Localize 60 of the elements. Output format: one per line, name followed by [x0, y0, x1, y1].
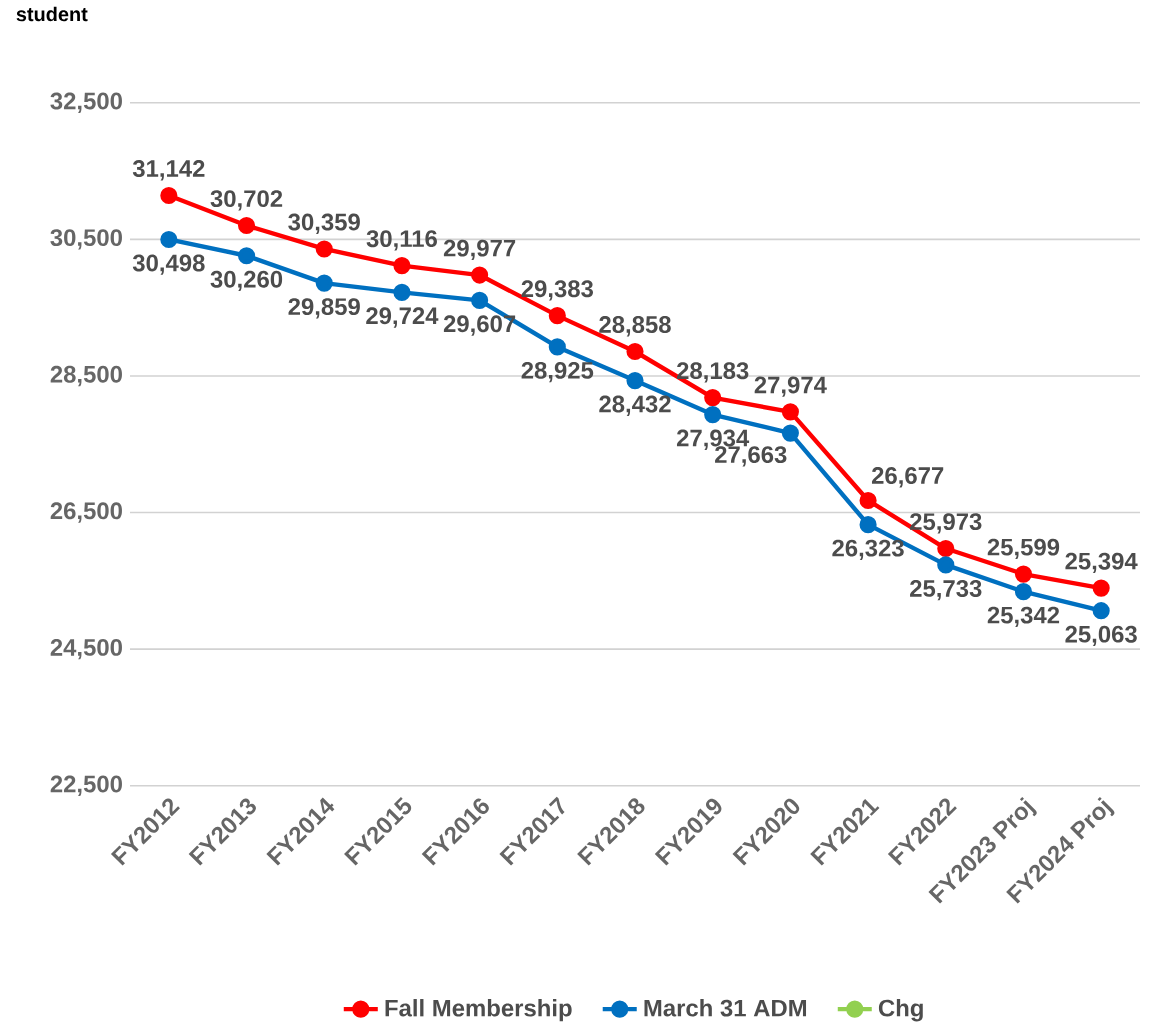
y-tick-label: 30,500	[50, 229, 122, 250]
data-label: 26,323	[832, 539, 904, 560]
data-label: 31,142	[132, 159, 205, 181]
data-label: 30,498	[132, 254, 205, 275]
data-label: 30,116	[366, 230, 437, 251]
data-label: 25,599	[987, 538, 1060, 559]
data-label: 30,702	[210, 190, 283, 211]
point	[471, 266, 489, 284]
y-tick-label: 24,500	[50, 638, 122, 660]
data-label: 30,359	[288, 213, 360, 234]
data-label: 25,342	[987, 606, 1060, 627]
point	[237, 216, 256, 234]
point	[937, 539, 955, 557]
data-label: 29,607	[443, 315, 516, 336]
point	[626, 342, 644, 360]
data-label: 25,063	[1065, 625, 1137, 646]
data-label: 29,859	[288, 298, 360, 319]
data-label: 28,858	[599, 315, 671, 337]
point	[160, 230, 178, 248]
point	[1092, 579, 1110, 597]
point	[859, 515, 877, 534]
point	[548, 338, 566, 356]
point	[1092, 601, 1110, 620]
y-tick-label: 32,500	[50, 92, 122, 113]
point	[237, 247, 256, 265]
point	[315, 274, 333, 292]
legend-label: Fall Membership	[385, 998, 572, 1022]
data-label: 25,733	[910, 579, 982, 601]
point	[626, 371, 644, 390]
data-label: 25,394	[1065, 552, 1138, 573]
point	[859, 491, 877, 509]
point	[471, 291, 489, 309]
data-label: 28,183	[676, 362, 749, 383]
point	[315, 240, 333, 258]
legend-label: March 31 ADM	[644, 998, 807, 1017]
data-label: 26,677	[871, 466, 944, 488]
y-axis-title: student	[16, 6, 88, 22]
data-label: 25,973	[910, 513, 982, 534]
point	[704, 405, 722, 424]
point	[781, 403, 799, 421]
data-label: 28,925	[521, 361, 594, 383]
point	[704, 388, 722, 407]
y-tick-label: 26,500	[50, 502, 122, 523]
point	[781, 424, 799, 442]
point	[1014, 565, 1033, 583]
point	[1014, 582, 1033, 601]
point	[160, 186, 178, 204]
y-tick-label: 28,500	[50, 365, 122, 386]
data-label: 30,260	[210, 270, 283, 291]
data-label: 28,432	[599, 395, 671, 416]
point	[393, 256, 411, 274]
y-tick-label: 22,500	[50, 775, 122, 796]
data-label: 29,383	[521, 280, 594, 301]
data-label: 27,974	[754, 376, 827, 397]
data-label: 29,724	[366, 307, 439, 328]
legend-label: Chg	[878, 998, 923, 1022]
point	[937, 556, 955, 574]
point	[393, 283, 411, 301]
point	[548, 306, 566, 325]
data-label: 29,977	[443, 239, 516, 260]
